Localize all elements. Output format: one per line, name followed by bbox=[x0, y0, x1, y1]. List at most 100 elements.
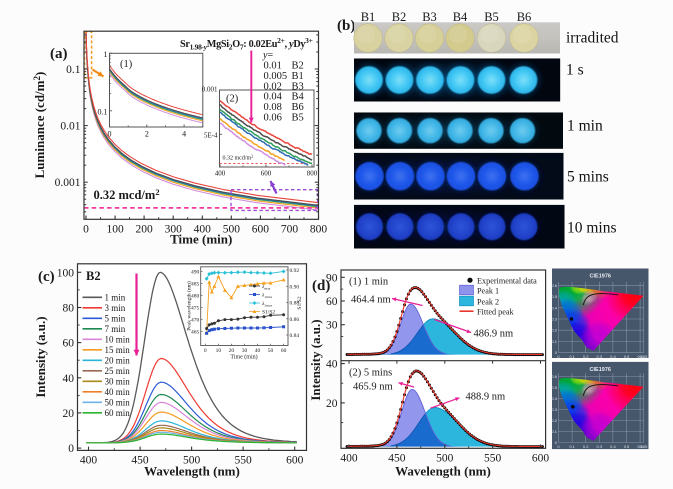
svg-text:10 min: 10 min bbox=[105, 334, 131, 344]
svg-text:0.5: 0.5 bbox=[624, 444, 630, 449]
svg-text:0.04: 0.04 bbox=[264, 92, 283, 103]
svg-text:0: 0 bbox=[83, 224, 89, 236]
svg-text:60: 60 bbox=[63, 338, 75, 350]
svg-text:500: 500 bbox=[436, 453, 454, 465]
svg-text:600: 600 bbox=[261, 170, 272, 178]
svg-text:CIE1976: CIE1976 bbox=[590, 367, 611, 373]
svg-text:0.06: 0.06 bbox=[264, 112, 282, 123]
svg-text:(2): (2) bbox=[226, 94, 239, 105]
svg-text:60 min: 60 min bbox=[105, 408, 131, 418]
svg-text:0.3: 0.3 bbox=[597, 354, 603, 359]
svg-text:B4: B4 bbox=[292, 92, 305, 103]
svg-text:Luminance (cd/m2): Luminance (cd/m2) bbox=[32, 72, 47, 179]
svg-text:50 min: 50 min bbox=[105, 397, 131, 407]
svg-text:0.01: 0.01 bbox=[264, 61, 282, 72]
svg-text:Fitted peak: Fitted peak bbox=[477, 308, 515, 317]
svg-text:60: 60 bbox=[326, 296, 338, 308]
svg-text:B4: B4 bbox=[453, 10, 468, 24]
svg-text:550: 550 bbox=[235, 455, 253, 467]
svg-text:15 min: 15 min bbox=[105, 345, 131, 355]
svg-text:30: 30 bbox=[326, 320, 338, 332]
svg-text:Peak wavelength (nm): Peak wavelength (nm) bbox=[186, 281, 193, 331]
svg-text:(2) 5 mins: (2) 5 mins bbox=[349, 368, 392, 379]
svg-text:450: 450 bbox=[131, 455, 149, 467]
svg-text:1: 1 bbox=[104, 50, 108, 59]
svg-text:0.01: 0.01 bbox=[60, 121, 80, 133]
svg-text:0.1: 0.1 bbox=[569, 444, 575, 449]
svg-text:0.65: 0.65 bbox=[640, 354, 649, 359]
svg-text:90: 90 bbox=[326, 272, 338, 284]
svg-text:0.90: 0.90 bbox=[290, 284, 300, 290]
svg-text:490: 490 bbox=[191, 270, 200, 276]
svg-text:S1/S2: S1/S2 bbox=[297, 296, 303, 309]
svg-text:0: 0 bbox=[557, 444, 560, 449]
svg-text:(c): (c) bbox=[38, 269, 55, 285]
svg-text:Intensity (a.u.): Intensity (a.u.) bbox=[308, 319, 323, 400]
svg-text:1 min: 1 min bbox=[105, 292, 126, 302]
svg-text:0.6: 0.6 bbox=[551, 283, 557, 288]
svg-text:B3: B3 bbox=[422, 10, 437, 24]
svg-text:B5: B5 bbox=[292, 112, 304, 123]
svg-text:B1: B1 bbox=[361, 10, 376, 24]
svg-text:5 min: 5 min bbox=[105, 313, 126, 323]
svg-text:(1): (1) bbox=[120, 59, 133, 70]
svg-text:200: 200 bbox=[136, 224, 154, 236]
svg-text:0.84: 0.84 bbox=[290, 333, 300, 339]
svg-text:1 min: 1 min bbox=[567, 118, 603, 135]
svg-text:486.9 nm: 486.9 nm bbox=[474, 329, 514, 340]
svg-text:0.4: 0.4 bbox=[610, 354, 616, 359]
svg-text:400: 400 bbox=[215, 170, 226, 178]
svg-text:0.3: 0.3 bbox=[551, 407, 557, 412]
svg-text:0: 0 bbox=[204, 348, 207, 354]
svg-text:400: 400 bbox=[194, 224, 212, 236]
svg-text:7 min: 7 min bbox=[105, 324, 126, 334]
svg-text:0: 0 bbox=[557, 354, 560, 359]
svg-text:700: 700 bbox=[281, 224, 299, 236]
svg-text:0.6: 0.6 bbox=[551, 374, 557, 379]
svg-text:Wavelength (nm): Wavelength (nm) bbox=[144, 464, 240, 479]
svg-text:0: 0 bbox=[108, 130, 112, 139]
svg-text:500: 500 bbox=[183, 455, 201, 467]
svg-text:0.6: 0.6 bbox=[637, 444, 643, 449]
svg-text:40: 40 bbox=[255, 348, 261, 354]
svg-text:475: 475 bbox=[191, 306, 200, 312]
svg-text:465: 465 bbox=[191, 330, 200, 336]
svg-text:0.4: 0.4 bbox=[610, 444, 616, 449]
svg-text:0.2: 0.2 bbox=[583, 354, 589, 359]
svg-text:550: 550 bbox=[484, 453, 502, 465]
svg-text:Wavelength (nm): Wavelength (nm) bbox=[395, 464, 491, 479]
svg-text:0.86: 0.86 bbox=[290, 317, 300, 323]
svg-text:0.5: 0.5 bbox=[551, 385, 557, 390]
svg-text:1 s: 1 s bbox=[566, 62, 584, 79]
svg-text:100: 100 bbox=[57, 267, 75, 279]
svg-text:0.92: 0.92 bbox=[290, 268, 300, 274]
svg-text:λ1max: λ1max bbox=[261, 293, 272, 300]
svg-text:0.2: 0.2 bbox=[551, 418, 557, 423]
svg-text:B1: B1 bbox=[292, 71, 304, 82]
svg-text:(a): (a) bbox=[50, 46, 68, 62]
svg-text:(d): (d) bbox=[312, 278, 330, 294]
svg-text:0.32 mcd/m2: 0.32 mcd/m2 bbox=[94, 187, 160, 202]
svg-text:0.32 mcd/m2: 0.32 mcd/m2 bbox=[223, 154, 254, 162]
svg-text:40: 40 bbox=[63, 373, 75, 385]
svg-text:300: 300 bbox=[165, 224, 183, 236]
svg-text:Intensity (a.u.): Intensity (a.u.) bbox=[33, 316, 48, 397]
svg-text:0: 0 bbox=[555, 440, 558, 445]
svg-text:600: 600 bbox=[252, 224, 270, 236]
svg-text:B5: B5 bbox=[484, 10, 499, 24]
svg-text:800: 800 bbox=[310, 224, 328, 236]
svg-text:50: 50 bbox=[268, 348, 274, 354]
svg-text:(b): (b) bbox=[337, 18, 355, 34]
svg-text:0.001: 0.001 bbox=[55, 177, 81, 189]
svg-text:470: 470 bbox=[191, 318, 200, 324]
svg-text:irradited: irradited bbox=[566, 30, 619, 47]
svg-text:B2: B2 bbox=[292, 61, 304, 72]
svg-text:Time (min): Time (min) bbox=[230, 354, 257, 361]
svg-text:0: 0 bbox=[68, 443, 74, 455]
svg-text:CIE1976: CIE1976 bbox=[590, 274, 611, 280]
svg-text:0.4: 0.4 bbox=[551, 305, 557, 310]
svg-text:480: 480 bbox=[191, 294, 200, 300]
svg-text:40: 40 bbox=[326, 359, 338, 371]
svg-text:3 min: 3 min bbox=[105, 303, 126, 313]
svg-text:500: 500 bbox=[223, 224, 241, 236]
